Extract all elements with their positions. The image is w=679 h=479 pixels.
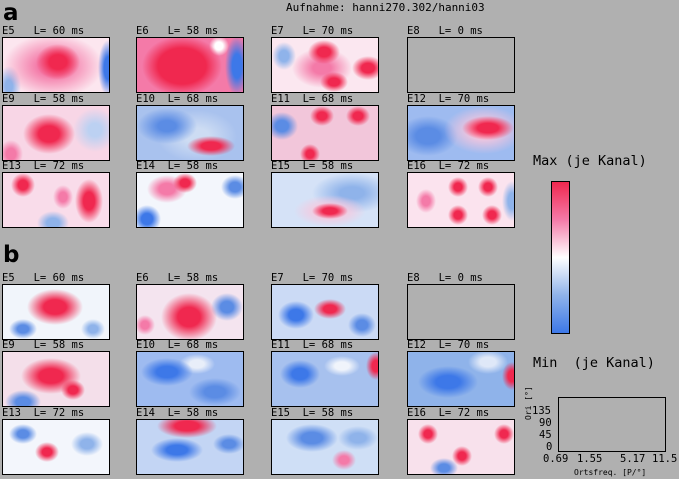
- map-b-e10: E10 L= 68 ms: [136, 340, 244, 407]
- heatmap-empty: [407, 37, 515, 93]
- map-label: E14 L= 58 ms: [136, 160, 219, 172]
- map-a-e11: E11 L= 68 ms: [271, 94, 379, 161]
- map-a-e8: E8 L= 0 ms: [407, 26, 515, 93]
- map-label: E16 L= 72 ms: [407, 407, 490, 419]
- ytick-0: 0: [546, 441, 553, 453]
- heatmap: [136, 351, 244, 407]
- heatmap: [2, 284, 110, 340]
- map-a-e14: E14 L= 58 ms: [136, 161, 244, 228]
- map-label: E12 L= 70 ms: [407, 339, 490, 351]
- map-label: E15 L= 58 ms: [271, 160, 354, 172]
- map-b-e13: E13 L= 72 ms: [2, 408, 110, 475]
- heatmap: [271, 105, 379, 161]
- map-label: E6 L= 58 ms: [136, 25, 219, 37]
- legend-min-label: Min (je Kanal): [533, 355, 655, 371]
- map-label: E15 L= 58 ms: [271, 407, 354, 419]
- map-label: E16 L= 72 ms: [407, 160, 490, 172]
- map-b-e12: E12 L= 70 ms: [407, 340, 515, 407]
- xtick-1.55: 1.55: [577, 453, 603, 465]
- map-b-e8: E8 L= 0 ms: [407, 273, 515, 340]
- map-label: E9 L= 58 ms: [2, 339, 85, 351]
- heatmap: [2, 37, 110, 93]
- heatmap: [2, 105, 110, 161]
- map-b-e9: E9 L= 58 ms: [2, 340, 110, 407]
- map-label: E5 L= 60 ms: [2, 272, 85, 284]
- panel-label-a: a: [3, 0, 19, 26]
- map-label: E10 L= 68 ms: [136, 93, 219, 105]
- map-b-e15: E15 L= 58 ms: [271, 408, 379, 475]
- map-b-e14: E14 L= 58 ms: [136, 408, 244, 475]
- heatmap: [136, 284, 244, 340]
- map-label: E10 L= 68 ms: [136, 339, 219, 351]
- map-label: E9 L= 58 ms: [2, 93, 85, 105]
- map-a-e12: E12 L= 70 ms: [407, 94, 515, 161]
- map-a-e5: E5 L= 60 ms: [2, 26, 110, 93]
- map-a-e6: E6 L= 58 ms: [136, 26, 244, 93]
- heatmap: [136, 419, 244, 475]
- ytick-45: 45: [539, 429, 552, 441]
- map-a-e15: E15 L= 58 ms: [271, 161, 379, 228]
- xtick-5.17: 5.17: [620, 453, 646, 465]
- map-label: E7 L= 70 ms: [271, 272, 354, 284]
- map-b-e11: E11 L= 68 ms: [271, 340, 379, 407]
- heatmap: [407, 351, 515, 407]
- map-label: E14 L= 58 ms: [136, 407, 219, 419]
- map-label: E11 L= 68 ms: [271, 339, 354, 351]
- ytick-135: 135: [532, 405, 551, 417]
- map-b-e16: E16 L= 72 ms: [407, 408, 515, 475]
- map-b-e7: E7 L= 70 ms: [271, 273, 379, 340]
- map-a-e9: E9 L= 58 ms: [2, 94, 110, 161]
- heatmap: [2, 172, 110, 228]
- heatmap: [2, 351, 110, 407]
- color-scale-bar: [551, 181, 570, 334]
- legend-max-label: Max (je Kanal): [533, 153, 647, 169]
- heatmap: [271, 284, 379, 340]
- map-label: E11 L= 68 ms: [271, 93, 354, 105]
- map-b-e6: E6 L= 58 ms: [136, 273, 244, 340]
- heatmap: [2, 419, 110, 475]
- panel-label-b: b: [3, 242, 20, 268]
- heatmap: [271, 351, 379, 407]
- map-label: E6 L= 58 ms: [136, 272, 219, 284]
- plot-xlabel: Ortsfreq. [P/°]: [574, 468, 647, 477]
- map-a-e16: E16 L= 72 ms: [407, 161, 515, 228]
- xtick-0.69: 0.69: [543, 453, 569, 465]
- map-label: E7 L= 70 ms: [271, 25, 354, 37]
- heatmap: [407, 105, 515, 161]
- map-b-e5: E5 L= 60 ms: [2, 273, 110, 340]
- heatmap: [136, 105, 244, 161]
- map-label: E13 L= 72 ms: [2, 160, 85, 172]
- recording-title: Aufnahme: hanni270.302/hanni03: [286, 1, 485, 14]
- map-label: E8 L= 0 ms: [407, 272, 483, 284]
- map-label: E5 L= 60 ms: [2, 25, 85, 37]
- heatmap: [271, 419, 379, 475]
- heatmap: [271, 172, 379, 228]
- orientation-frequency-plot: [558, 397, 666, 452]
- map-a-e13: E13 L= 72 ms: [2, 161, 110, 228]
- map-label: E8 L= 0 ms: [407, 25, 483, 37]
- map-label: E13 L= 72 ms: [2, 407, 85, 419]
- xtick-11.5: 11.5: [652, 453, 678, 465]
- map-label: E12 L= 70 ms: [407, 93, 490, 105]
- map-a-e7: E7 L= 70 ms: [271, 26, 379, 93]
- heatmap: [271, 37, 379, 93]
- ytick-90: 90: [539, 417, 552, 429]
- heatmap-empty: [407, 284, 515, 340]
- map-a-e10: E10 L= 68 ms: [136, 94, 244, 161]
- heatmap: [136, 172, 244, 228]
- heatmap: [407, 172, 515, 228]
- heatmap: [136, 37, 244, 93]
- heatmap: [407, 419, 515, 475]
